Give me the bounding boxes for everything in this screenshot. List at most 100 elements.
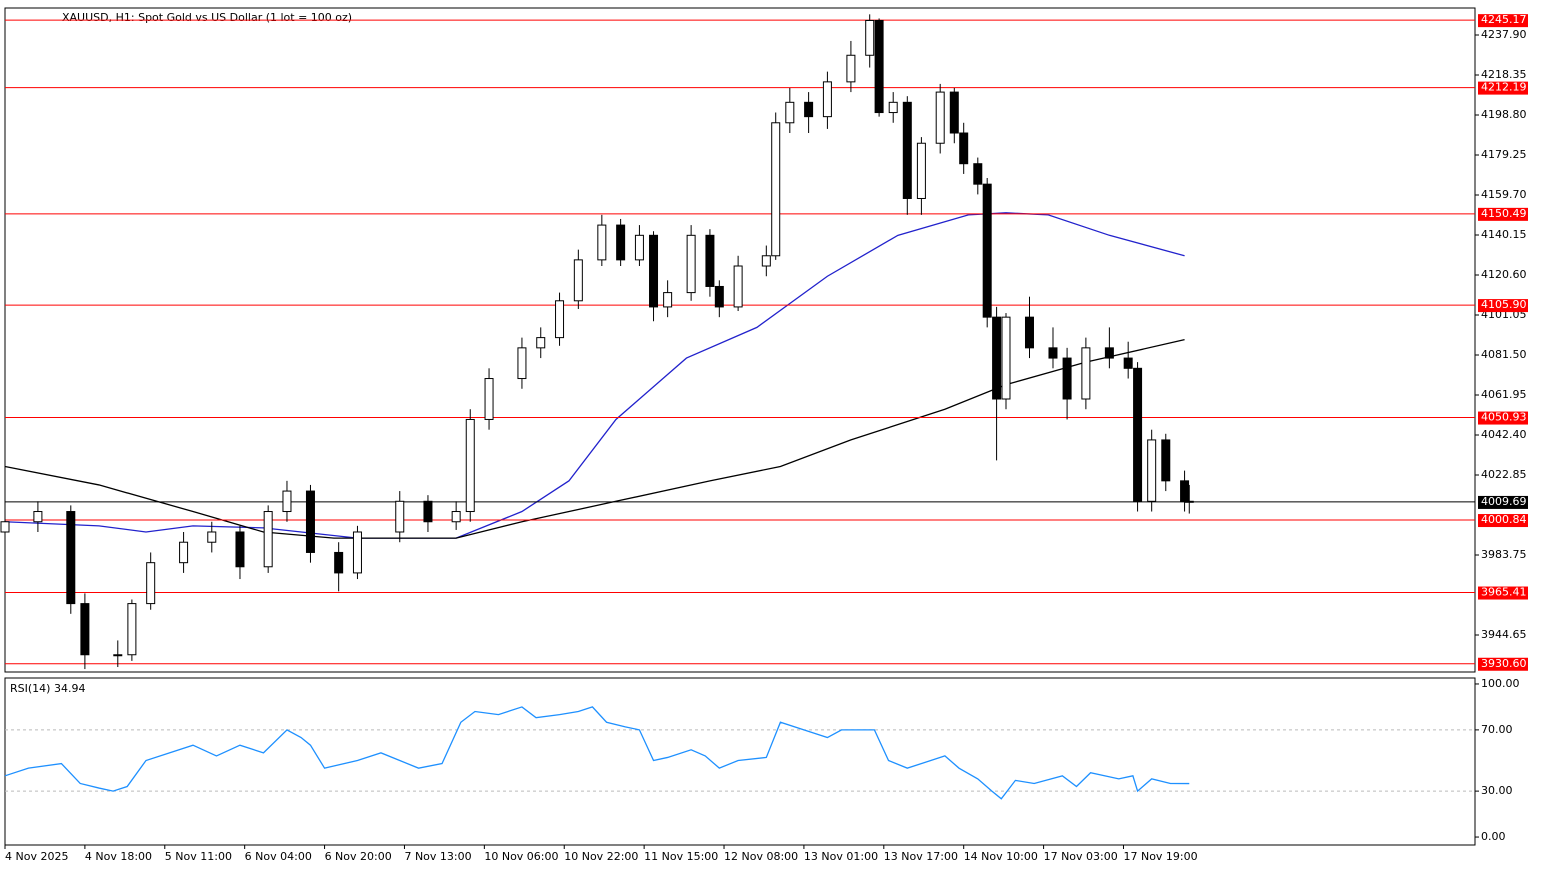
level-tag	[1478, 411, 1528, 425]
candle-body	[1147, 439, 1157, 502]
candle-body	[982, 183, 992, 318]
candle-body	[0, 521, 10, 533]
candle-body	[113, 654, 123, 657]
rsi-frame	[4, 677, 1476, 846]
y-tick-label: 4022.85	[1481, 468, 1527, 481]
candle-body	[66, 511, 76, 605]
x-tick-label: 11 Nov 15:00	[644, 850, 718, 863]
level-label: 4000.84	[1481, 513, 1527, 526]
y-tick-label: 4237.90	[1481, 28, 1527, 41]
candle-body	[282, 490, 292, 513]
candle-body	[1123, 357, 1133, 369]
candle-body	[1062, 357, 1072, 400]
candle-body	[959, 132, 969, 165]
candle-body	[714, 285, 724, 308]
candle-body	[949, 91, 959, 134]
candle-body	[865, 19, 875, 56]
candle-body	[536, 337, 546, 349]
x-tick-label: 17 Nov 19:00	[1123, 850, 1197, 863]
candle-body	[305, 490, 315, 553]
x-tick-label: 4 Nov 18:00	[85, 850, 152, 863]
candle-body	[352, 531, 362, 574]
moving-average	[4, 212, 1185, 539]
candle-body	[686, 234, 696, 294]
candle-body	[1180, 480, 1190, 502]
x-tick-label: 13 Nov 17:00	[884, 850, 958, 863]
candle-body	[517, 347, 527, 380]
candle-body	[874, 19, 884, 114]
x-tick-label: 14 Nov 10:00	[964, 850, 1038, 863]
x-tick-label: 10 Nov 22:00	[564, 850, 638, 863]
candle-body	[573, 259, 583, 302]
main-frame	[4, 7, 1476, 673]
candle-body	[555, 300, 565, 339]
level-label: 4050.93	[1481, 411, 1527, 424]
candle-body	[127, 603, 137, 656]
candle-body	[80, 603, 90, 656]
level-label: 4245.17	[1481, 13, 1527, 26]
y-tick-label: 4159.70	[1481, 188, 1527, 201]
rsi-tick-label: 70.00	[1481, 723, 1513, 736]
candle-body	[705, 234, 715, 287]
candle-body	[1133, 367, 1143, 502]
candle-body	[33, 511, 43, 523]
y-tick-label: 4218.35	[1481, 68, 1527, 81]
x-tick-label: 7 Nov 13:00	[404, 850, 471, 863]
candle-body	[916, 142, 926, 199]
candle-body	[207, 531, 217, 543]
candle-body	[846, 54, 856, 83]
candle-body	[146, 562, 156, 605]
level-tag	[1478, 586, 1528, 600]
candle-body	[822, 81, 832, 118]
candle-body	[761, 255, 771, 267]
x-tick-label: 4 Nov 2025	[5, 850, 68, 863]
candle-body	[1048, 347, 1058, 359]
candle-body	[804, 101, 814, 118]
level-label: 4150.49	[1481, 207, 1527, 220]
candle-body	[484, 378, 494, 420]
candle-body	[1024, 316, 1034, 349]
candle-body	[663, 292, 673, 308]
candle-body	[785, 101, 795, 124]
candle-body	[235, 531, 245, 568]
candle-body	[263, 511, 273, 568]
candle-body	[451, 511, 461, 523]
candle-body	[465, 418, 475, 513]
candle-body	[902, 101, 912, 199]
y-tick-label: 4198.80	[1481, 108, 1527, 121]
last-price-label: 4009.69	[1481, 495, 1527, 508]
candle-body	[973, 163, 983, 185]
rsi-tick-label: 100.00	[1481, 677, 1520, 690]
y-tick-label: 3983.75	[1481, 548, 1527, 561]
candle-body	[935, 91, 945, 144]
x-tick-label: 6 Nov 04:00	[245, 850, 312, 863]
rsi-tick-label: 0.00	[1481, 830, 1506, 843]
level-tag	[1478, 81, 1528, 95]
candle-body	[597, 224, 607, 261]
candle-body	[179, 541, 189, 564]
y-tick-label: 4081.50	[1481, 348, 1527, 361]
x-tick-label: 6 Nov 20:00	[325, 850, 392, 863]
y-tick-label: 4042.40	[1481, 428, 1527, 441]
level-tag	[1478, 299, 1528, 313]
level-tag	[1478, 14, 1528, 28]
y-tick-label: 4179.25	[1481, 148, 1527, 161]
candle-body	[992, 316, 1002, 400]
x-tick-label: 17 Nov 03:00	[1044, 850, 1118, 863]
level-label: 3965.41	[1481, 586, 1527, 599]
candle-body	[395, 500, 405, 533]
candle-body	[334, 551, 344, 574]
rsi-line	[4, 706, 1190, 800]
y-tick-label: 4140.15	[1481, 228, 1527, 241]
level-tag	[1478, 514, 1528, 528]
level-label: 4212.19	[1481, 81, 1527, 94]
chart-title: XAUUSD, H1: Spot Gold vs US Dollar (1 lo…	[62, 11, 352, 24]
level-label: 3930.60	[1481, 657, 1527, 670]
candle-body	[1184, 500, 1194, 503]
candle-body	[1161, 439, 1171, 482]
rsi-tick-label: 30.00	[1481, 784, 1513, 797]
last-price-tag	[1478, 495, 1528, 509]
candle-body	[733, 265, 743, 308]
candle-body	[888, 101, 898, 114]
